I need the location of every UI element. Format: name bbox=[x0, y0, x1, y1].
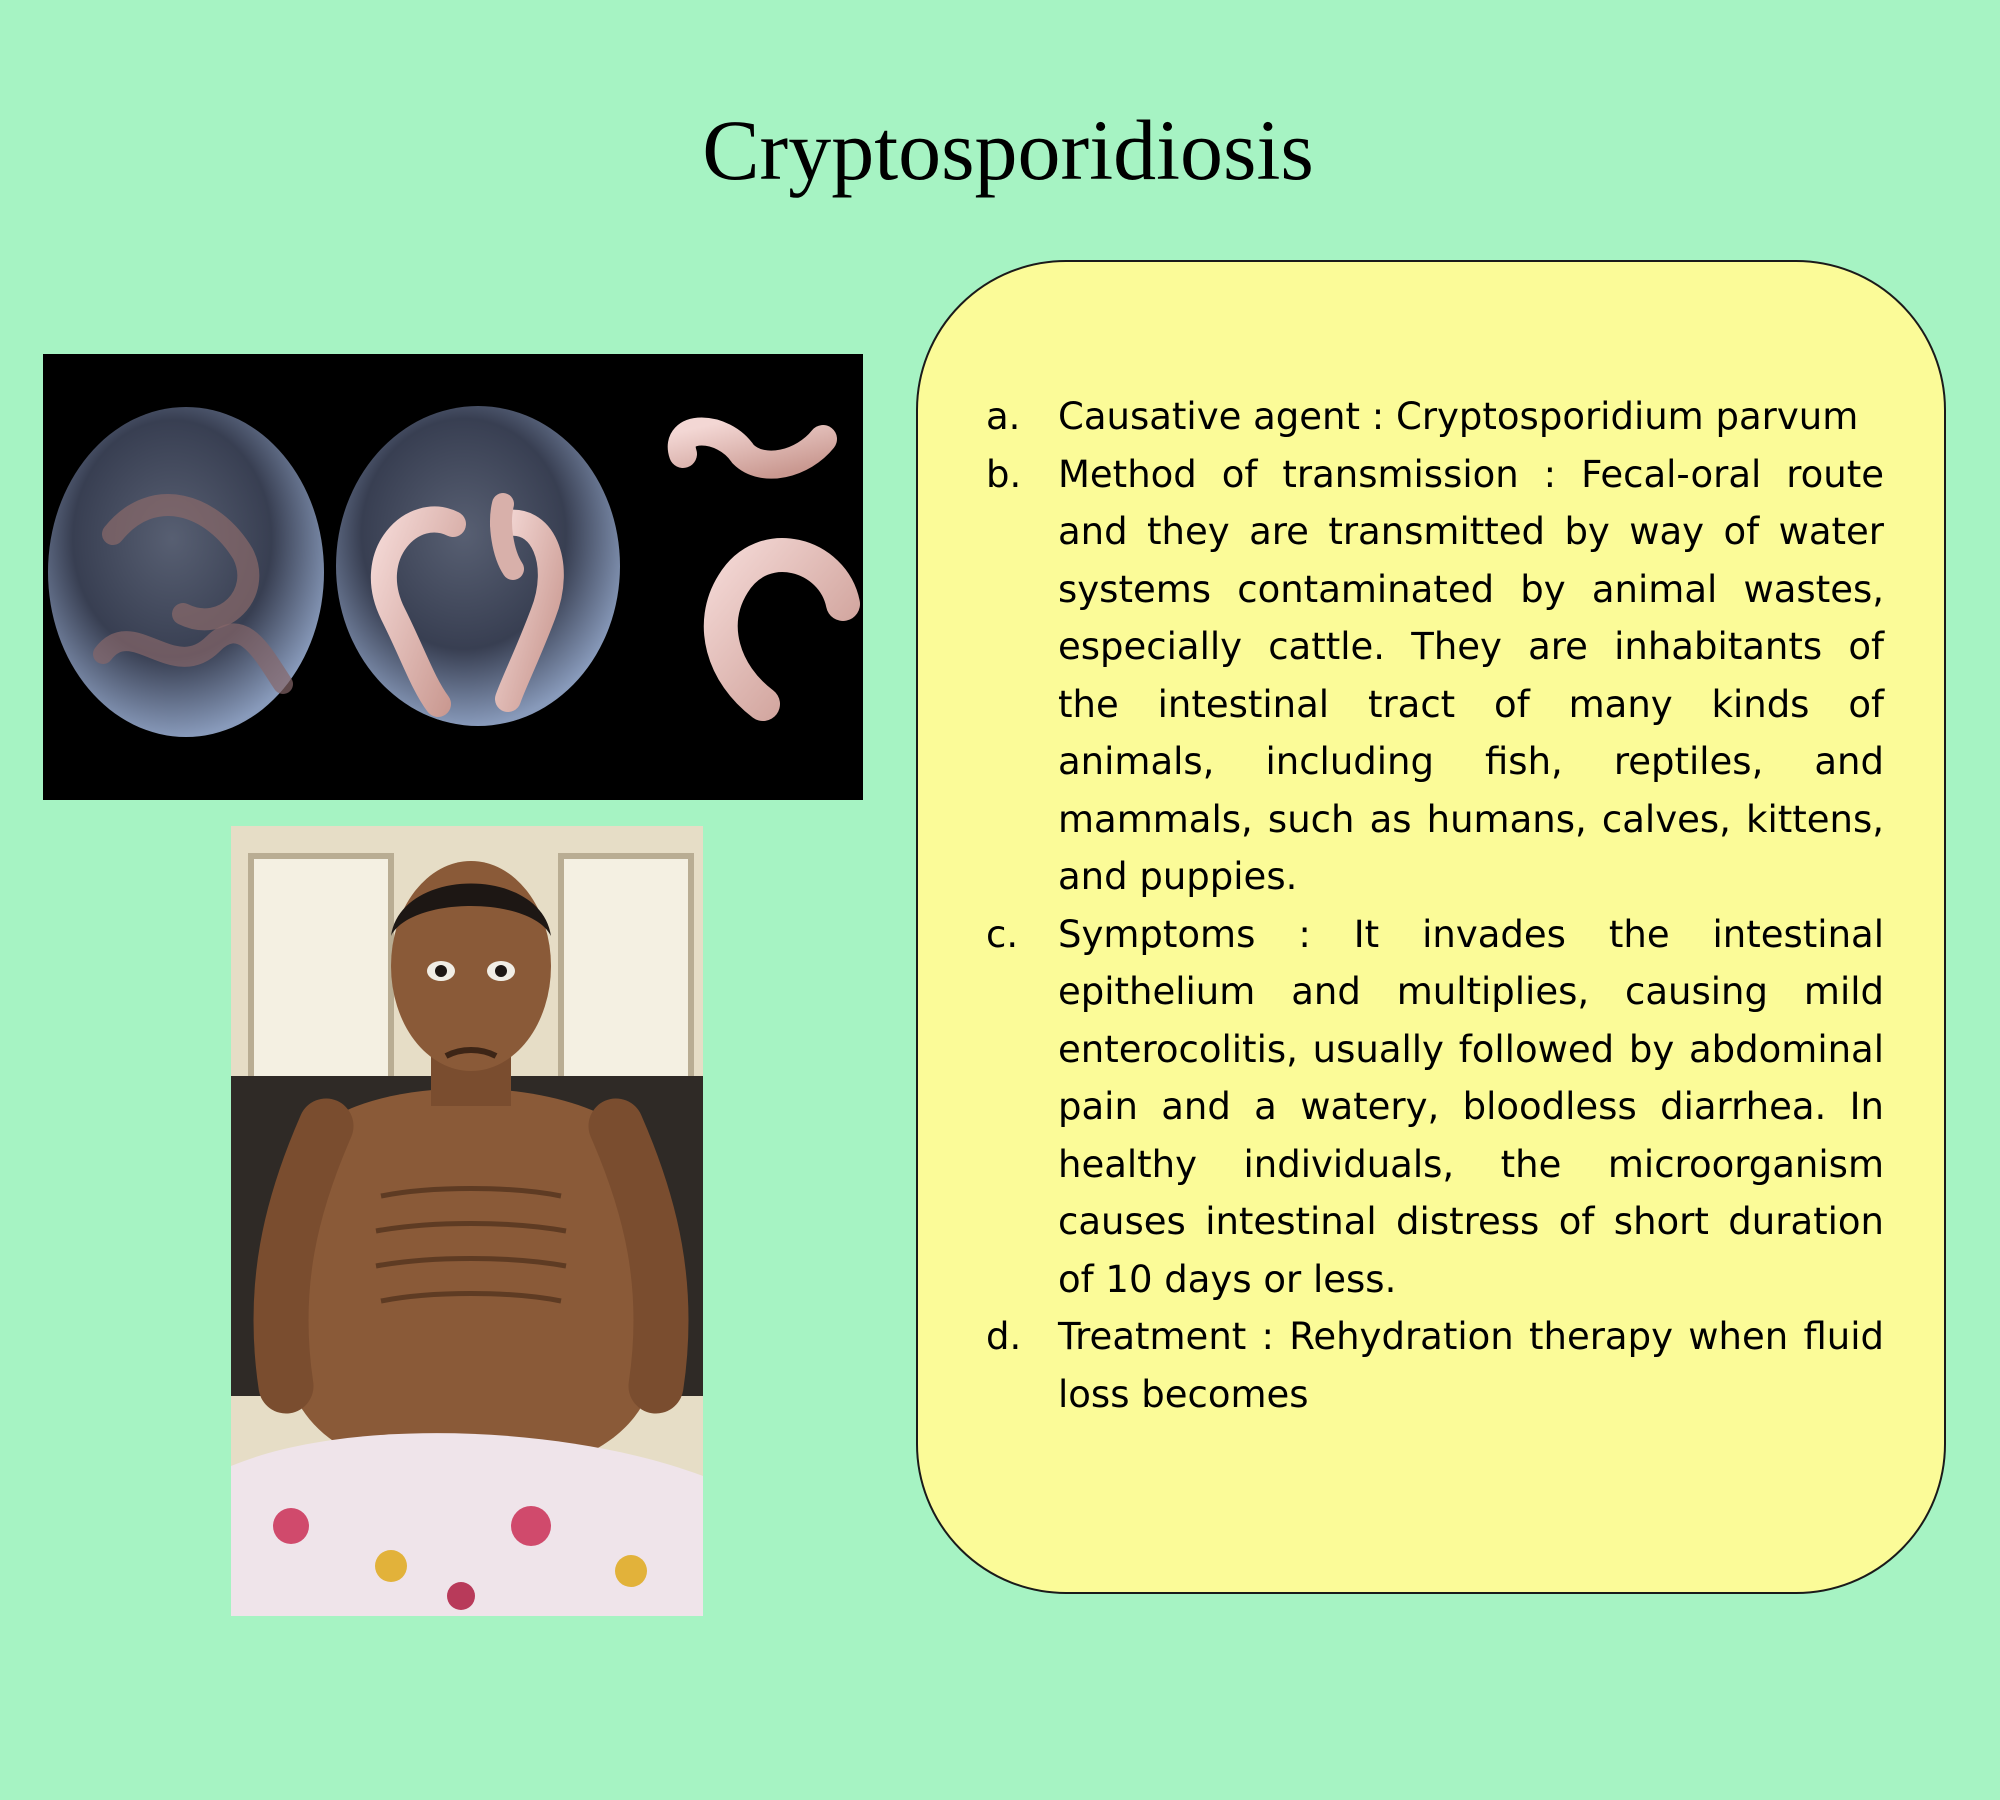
item-text: Treatment : Rehydration therapy when flu… bbox=[1058, 1315, 1884, 1416]
sporozoite-blurred bbox=[102, 494, 260, 631]
item-marker: c. bbox=[986, 912, 1019, 956]
sporozoite bbox=[490, 493, 524, 580]
arm bbox=[588, 1098, 689, 1414]
free-sporozoite bbox=[667, 417, 837, 479]
item-marker: d. bbox=[986, 1315, 1022, 1358]
item-text: Method of transmission : Fecal-oral rout… bbox=[1058, 452, 1884, 899]
slide-title: Cryptosporidiosis bbox=[702, 102, 1314, 198]
info-item-causative-agent: a. Causative agent : Cryptosporidium par… bbox=[986, 388, 1884, 446]
info-list: a. Causative agent : Cryptosporidium par… bbox=[986, 388, 1884, 1423]
item-text: Causative agent : Cryptosporidium parvum bbox=[1058, 395, 1859, 438]
oocyst-illustration bbox=[43, 354, 863, 800]
arm bbox=[253, 1098, 354, 1414]
cloth bbox=[231, 1433, 703, 1616]
item-marker: b. bbox=[986, 452, 1022, 496]
info-box: a. Causative agent : Cryptosporidium par… bbox=[916, 260, 1946, 1594]
patient-photo bbox=[231, 826, 703, 1616]
item-text: Symptoms : It invades the intestinal epi… bbox=[1058, 912, 1884, 1301]
item-marker: a. bbox=[986, 395, 1021, 438]
info-item-transmission: b. Method of transmission : Fecal-oral r… bbox=[986, 446, 1884, 906]
sporozoite bbox=[370, 506, 466, 717]
head bbox=[391, 861, 551, 1071]
sporozoite bbox=[490, 509, 564, 712]
sporozoite-blurred bbox=[93, 623, 293, 694]
info-item-treatment: d. Treatment : Rehydration therapy when … bbox=[986, 1308, 1884, 1423]
torso bbox=[291, 1088, 651, 1476]
free-sporozoite bbox=[703, 538, 860, 721]
info-item-symptoms: c. Symptoms : It invades the intestinal … bbox=[986, 906, 1884, 1309]
